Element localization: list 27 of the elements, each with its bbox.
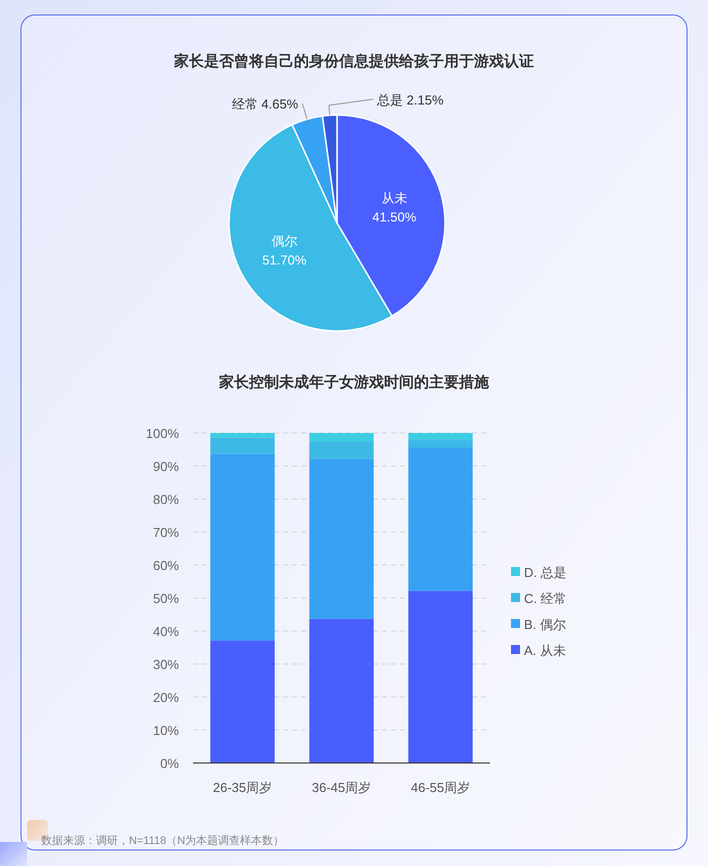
x-tick-label: 26-35周岁 bbox=[212, 780, 272, 795]
slice-label: 偶尔 bbox=[271, 233, 298, 248]
y-tick-label: 80% bbox=[152, 492, 180, 507]
x-tick-label: 36-45周岁 bbox=[312, 780, 372, 795]
legend-label: A. 从未 bbox=[524, 643, 566, 658]
y-tick-label: 90% bbox=[152, 459, 180, 474]
chart-title: 家长控制未成年子女游戏时间的主要措施 bbox=[218, 373, 490, 391]
y-tick-label: 20% bbox=[152, 690, 180, 705]
x-tick-label: 46-55周岁 bbox=[410, 780, 470, 795]
source-note: 数据来源：调研，N=1118（N为本题调查样本数） bbox=[41, 834, 284, 847]
slice-label: 总是 2.15% bbox=[376, 92, 444, 108]
legend-label: C. 经常 bbox=[524, 591, 567, 606]
y-tick-label: 60% bbox=[152, 558, 180, 573]
slice-label: 从未 bbox=[381, 190, 408, 206]
y-tick-label: 30% bbox=[152, 657, 180, 672]
legend-label: B. 偶尔 bbox=[524, 617, 566, 632]
data-label: 51.70% bbox=[262, 252, 307, 268]
y-tick-label: 0% bbox=[160, 756, 180, 771]
y-tick-label: 10% bbox=[152, 723, 180, 738]
data-label: 41.50% bbox=[372, 209, 417, 224]
chart-title: 家长是否曾将自己的身份信息提供给孩子用于游戏认证 bbox=[173, 52, 534, 70]
y-tick-label: 70% bbox=[152, 525, 180, 540]
y-tick-label: 40% bbox=[152, 624, 180, 639]
y-tick-label: 50% bbox=[152, 591, 180, 606]
legend-label: D. 总是 bbox=[524, 565, 567, 580]
slice-label: 经常 4.65% bbox=[232, 96, 299, 112]
y-tick-label: 100% bbox=[146, 426, 180, 441]
